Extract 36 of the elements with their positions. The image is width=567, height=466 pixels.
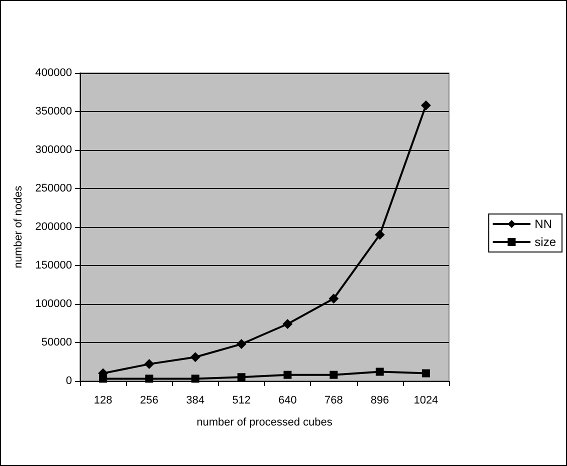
point <box>282 319 293 330</box>
y-tick-label: 0 <box>66 375 72 387</box>
point <box>422 369 430 378</box>
legend-label: NN <box>534 217 552 231</box>
point <box>330 370 338 379</box>
point <box>190 352 200 362</box>
x-tick-label: 128 <box>94 394 112 406</box>
point <box>144 359 154 370</box>
y-tick-label: 50000 <box>41 336 72 348</box>
y-tick-label: 150000 <box>35 260 72 272</box>
x-tick-label: 896 <box>370 394 389 406</box>
x-tick-label: 256 <box>140 394 158 406</box>
point <box>191 374 200 383</box>
legend-label: size <box>534 235 556 249</box>
y-tick-label: 200000 <box>35 221 72 233</box>
x-tick-label: 1024 <box>414 394 438 406</box>
point <box>420 100 431 110</box>
point <box>237 373 246 382</box>
x-axis-title: number of processed cubes <box>196 416 333 428</box>
y-axis-title: number of nodes <box>12 185 24 268</box>
point <box>374 230 385 240</box>
x-tick-label: 512 <box>232 394 251 406</box>
point <box>376 368 384 376</box>
x-tick-label: 640 <box>278 394 297 406</box>
y-tick-label: 400000 <box>35 67 72 79</box>
x-tick-label: 384 <box>186 394 204 406</box>
point <box>284 370 292 379</box>
y-tick-label: 350000 <box>35 106 72 118</box>
point <box>145 374 154 383</box>
y-tick-label: 100000 <box>35 298 72 310</box>
point <box>99 374 108 383</box>
point <box>328 294 339 304</box>
point <box>236 339 246 350</box>
y-tick-label: 300000 <box>35 144 72 156</box>
y-tick-label: 250000 <box>35 182 72 194</box>
x-tick-label: 768 <box>324 394 343 406</box>
